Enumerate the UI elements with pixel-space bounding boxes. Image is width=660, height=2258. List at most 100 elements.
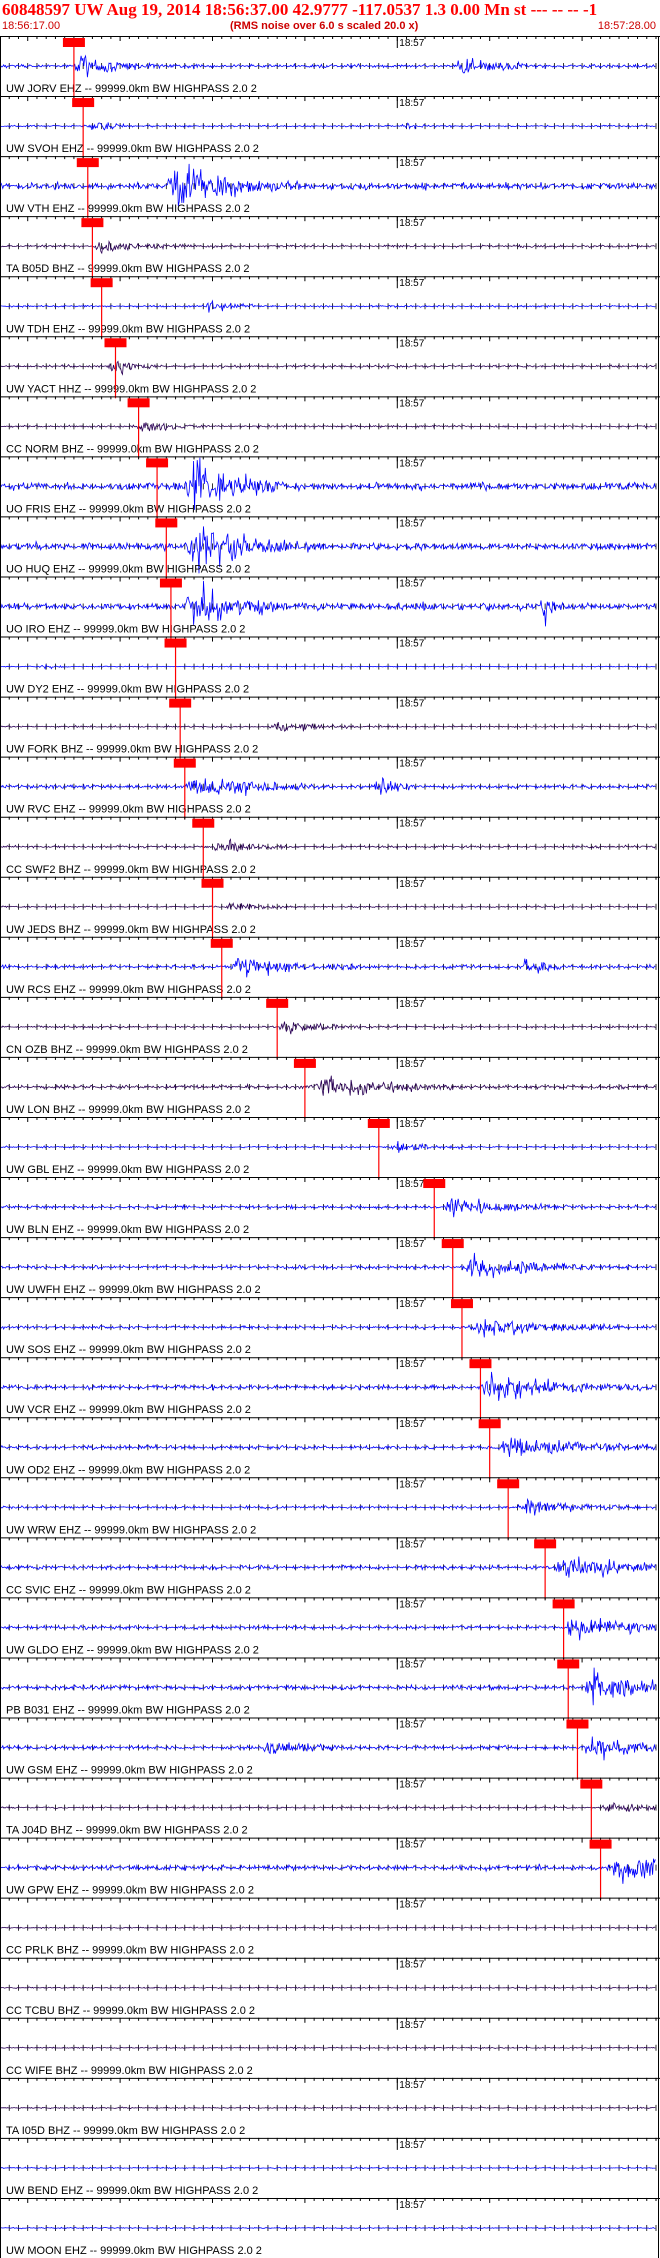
minute-label: 18:57 <box>399 1960 424 1971</box>
waveform-trace <box>0 957 656 978</box>
channel-label: UW GPW EHZ -- 99999.0km BW HIGHPASS 2.0 … <box>6 1885 254 1897</box>
waveform-trace <box>0 1437 656 1458</box>
minute-label: 18:57 <box>399 1900 424 1911</box>
channel-label: UW VCR EHZ -- 99999.0km BW HIGHPASS 2.0 … <box>6 1404 251 1416</box>
waveform-trace <box>0 1926 656 1930</box>
minute-label: 18:57 <box>399 1179 424 1190</box>
waveform-trace <box>0 1319 656 1338</box>
pick-flag <box>552 1599 575 1609</box>
waveform-trace <box>0 299 656 313</box>
waveform-trace <box>0 1140 656 1153</box>
event-title: 60848597 UW Aug 19, 2014 18:56:37.00 42.… <box>2 0 598 19</box>
channel-label: UW UWFH EHZ -- 99999.0km BW HIGHPASS 2.0… <box>6 1284 261 1296</box>
pick-flag <box>210 938 233 948</box>
channel-label: CC PRLK BHZ -- 99999.0km BW HIGHPASS 2.0… <box>6 1945 254 1957</box>
pick-flag <box>76 158 99 168</box>
pick-flag <box>566 1719 589 1729</box>
waveform-trace <box>0 1021 656 1035</box>
waveform-trace <box>0 663 656 670</box>
channel-label: UW GSM EHZ -- 99999.0km BW HIGHPASS 2.0 … <box>6 1765 253 1777</box>
waveform-trace <box>0 1736 656 1761</box>
channel-label: TA B05D BHZ -- 99999.0km BW HIGHPASS 2.0… <box>6 263 250 275</box>
minute-label: 18:57 <box>399 278 424 289</box>
minute-label: 18:57 <box>399 458 424 469</box>
pick-flag <box>293 1058 316 1068</box>
channel-label: UW JEDS BHZ -- 99999.0km BW HIGHPASS 2.0… <box>6 924 256 936</box>
minute-label: 18:57 <box>399 338 424 349</box>
waveform-trace <box>0 838 656 852</box>
channel-label: UW RCS EHZ -- 99999.0km BW HIGHPASS 2.0 … <box>6 984 251 996</box>
pick-flag <box>159 578 182 588</box>
start-time: 18:56:17.00 <box>2 20 61 32</box>
waveform-trace <box>0 1858 656 1884</box>
minute-label: 18:57 <box>399 1059 424 1070</box>
minute-label: 18:57 <box>399 639 424 650</box>
pick-flag <box>104 338 127 348</box>
minute-label: 18:57 <box>399 879 424 890</box>
waveform-trace <box>0 239 656 255</box>
channel-label: PB B031 EHZ -- 99999.0km BW HIGHPASS 2.0… <box>6 1705 250 1717</box>
waveform-trace <box>0 580 656 627</box>
channel-label: UW RVC EHZ -- 99999.0km BW HIGHPASS 2.0 … <box>6 804 251 816</box>
pick-flag <box>534 1539 557 1549</box>
channel-label: UW SOS EHZ -- 99999.0km BW HIGHPASS 2.0 … <box>6 1344 251 1356</box>
minute-label: 18:57 <box>399 98 424 109</box>
channel-label: UW BLN EHZ -- 99999.0km BW HIGHPASS 2.0 … <box>6 1224 249 1236</box>
waveform-trace <box>0 1986 656 1990</box>
noise-note: (RMS noise over 6.0 s scaled 20.0 x) <box>230 20 419 32</box>
waveform-trace <box>0 1556 656 1578</box>
pick-flag <box>81 218 104 228</box>
pick-flag <box>497 1479 520 1489</box>
waveform-trace <box>0 1617 656 1641</box>
pick-flag <box>169 698 192 708</box>
pick-flag <box>441 1239 464 1249</box>
minute-label: 18:57 <box>399 398 424 409</box>
minute-label: 18:57 <box>399 1780 424 1791</box>
channel-label: UW DY2 EHZ -- 99999.0km BW HIGHPASS 2.0 … <box>6 684 249 696</box>
pick-flag <box>266 998 289 1008</box>
pick-flag <box>127 398 150 408</box>
minute-label: 18:57 <box>399 518 424 529</box>
pick-flag <box>62 38 85 47</box>
channel-label: CC SWF2 BHZ -- 99999.0km BW HIGHPASS 2.0… <box>6 864 256 876</box>
pick-flag <box>478 1419 501 1429</box>
channel-label: UW WRW EHZ -- 99999.0km BW HIGHPASS 2.0 … <box>6 1524 256 1536</box>
pick-flag <box>469 1359 492 1369</box>
channel-label: UW SVOH EHZ -- 99999.0km BW HIGHPASS 2.0… <box>6 143 259 155</box>
pick-flag <box>367 1118 390 1128</box>
pick-flag <box>192 818 215 828</box>
channel-label: UO IRO EHZ -- 99999.0km BW HIGHPASS 2.0 … <box>6 624 245 636</box>
pick-flag <box>72 98 95 108</box>
waveform-trace <box>0 54 656 78</box>
end-time: 18:57:28.00 <box>597 20 656 32</box>
channel-label: CC SVIC EHZ -- 99999.0km BW HIGHPASS 2.0… <box>6 1584 251 1596</box>
waveform-trace <box>0 902 656 911</box>
channel-label: UW YACT HHZ -- 99999.0km BW HIGHPASS 2.0… <box>6 383 256 395</box>
pick-flag <box>146 458 169 468</box>
pick-flag <box>589 1839 612 1849</box>
waveform-trace <box>0 776 656 797</box>
pick-flag <box>423 1179 446 1189</box>
minute-label: 18:57 <box>399 1659 424 1670</box>
channel-label: UW TDH EHZ -- 99999.0km BW HIGHPASS 2.0 … <box>6 323 250 335</box>
minute-label: 18:57 <box>399 1119 424 1130</box>
waveform-trace <box>0 122 656 131</box>
waveform-trace <box>0 1497 656 1516</box>
minute-label: 18:57 <box>399 158 424 169</box>
waveform-trace <box>0 1252 656 1279</box>
minute-label: 18:57 <box>399 759 424 770</box>
pick-flag <box>173 758 196 768</box>
waveform-trace <box>0 526 656 574</box>
waveform-trace <box>0 1198 656 1218</box>
channel-label: UW VTH EHZ -- 99999.0km BW HIGHPASS 2.0 … <box>6 203 250 215</box>
waveform-trace <box>0 1371 656 1401</box>
waveform-trace <box>0 1667 656 1706</box>
minute-label: 18:57 <box>399 939 424 950</box>
minute-label: 18:57 <box>399 999 424 1010</box>
waveform-trace <box>0 163 656 206</box>
channel-label: UW FORK BHZ -- 99999.0km BW HIGHPASS 2.0… <box>6 744 258 756</box>
waveform-trace <box>0 722 656 732</box>
minute-label: 18:57 <box>399 1419 424 1430</box>
minute-label: 18:57 <box>399 578 424 589</box>
channel-label: UW OD2 EHZ -- 99999.0km BW HIGHPASS 2.0 … <box>6 1464 250 1476</box>
